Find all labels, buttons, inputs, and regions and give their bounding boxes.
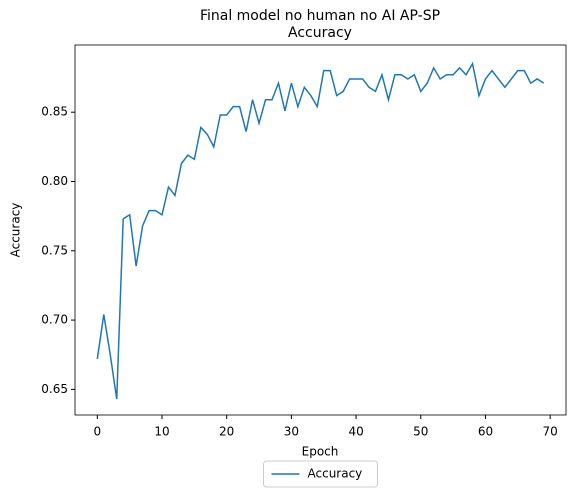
x-tick-label: 50: [413, 425, 428, 439]
plot-frame: [74, 44, 567, 416]
x-tick-label: 40: [348, 425, 363, 439]
y-axis-label: Accuracy: [9, 203, 23, 258]
x-axis-label: Epoch: [302, 445, 339, 459]
legend-label: Accuracy: [308, 467, 363, 481]
x-tick-label: 30: [284, 425, 299, 439]
y-tick-label: 0.65: [41, 382, 68, 396]
x-tick-label: 70: [543, 425, 558, 439]
y-tick-label: 0.75: [41, 243, 68, 257]
y-tick-label: 0.70: [41, 313, 68, 327]
line: [96, 61, 545, 400]
chart-title: Final model no human no AI AP-SP: [200, 8, 440, 24]
x-tick-label: 20: [219, 425, 234, 439]
x-tick-label: 60: [478, 425, 493, 439]
chart-subtitle: Accuracy: [288, 25, 352, 41]
y-tick-label: 0.80: [41, 174, 68, 188]
legend-box: [263, 460, 378, 488]
x-tick-label: 0: [93, 425, 101, 439]
x-tick-label: 10: [154, 425, 169, 439]
y-tick-label: 0.85: [41, 105, 68, 119]
